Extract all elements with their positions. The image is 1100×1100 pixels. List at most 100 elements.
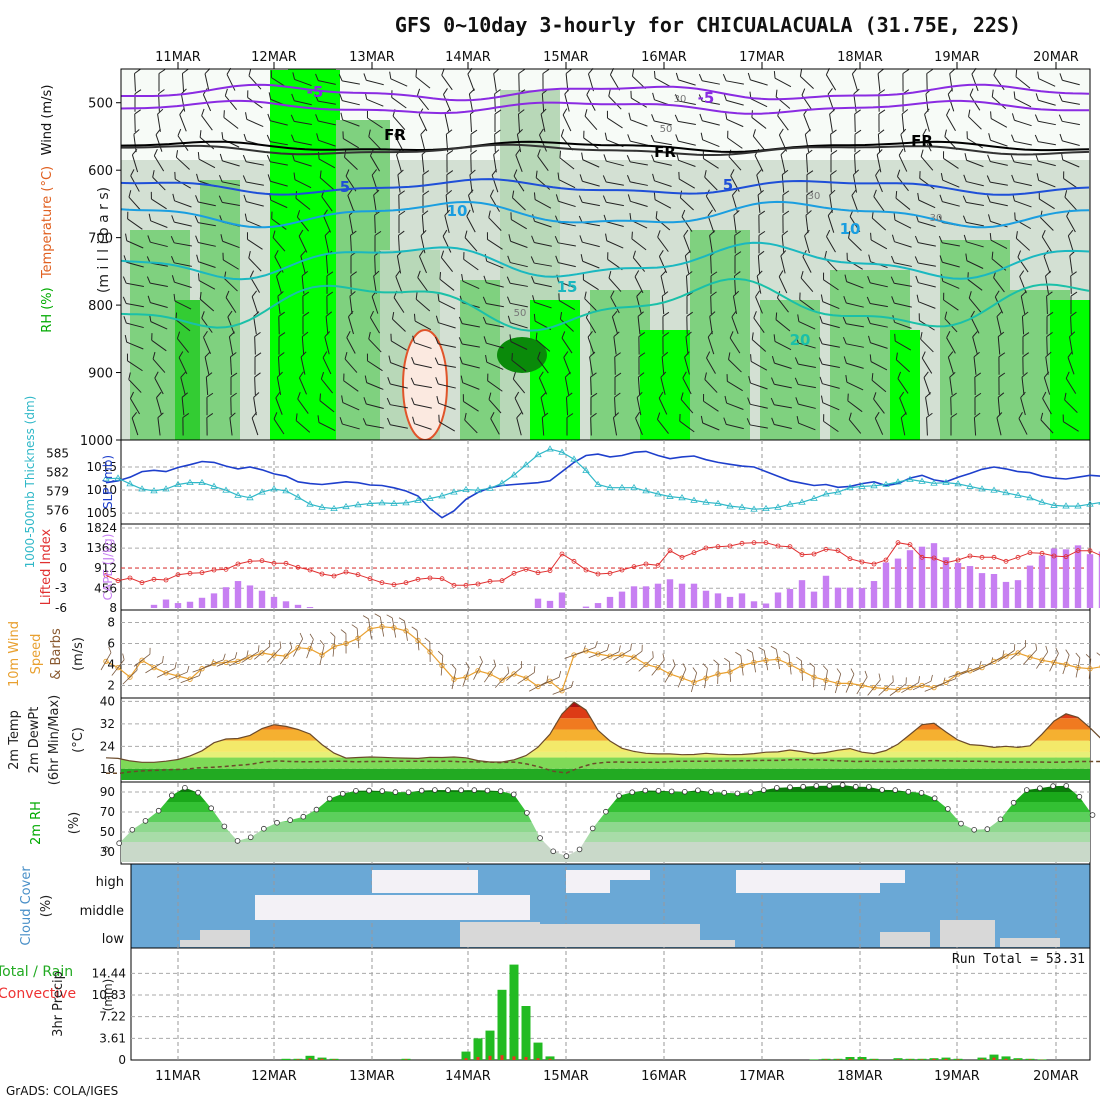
wind-barb — [462, 394, 479, 412]
cloud-low-block — [940, 920, 995, 947]
barb-flag — [1013, 644, 1016, 651]
barb-flag — [514, 391, 520, 399]
barb-flag — [1041, 229, 1046, 237]
thickness-marker — [774, 503, 782, 510]
barb-flag — [517, 128, 523, 135]
barb-flag — [854, 129, 862, 135]
wind-barb — [966, 131, 983, 149]
barb-staff — [150, 282, 168, 288]
barb-flag — [134, 109, 141, 115]
cape-bar — [978, 573, 986, 608]
barb-flag — [580, 254, 584, 262]
barb-staff — [630, 161, 648, 166]
wind-barb — [493, 149, 500, 173]
wind-speed-point — [295, 645, 301, 651]
rh-point — [866, 784, 872, 790]
barb-flag — [397, 169, 404, 176]
wind-barb — [1065, 371, 1077, 394]
surface-wind-barb — [254, 640, 271, 660]
barb-flag — [757, 189, 764, 196]
barb-flag — [998, 372, 1006, 378]
barb-staff — [936, 678, 956, 687]
cape-bar — [1086, 554, 1094, 608]
barb-flag — [563, 351, 569, 358]
barb-staff — [608, 95, 622, 110]
barb-flag — [278, 332, 286, 337]
barb-staff — [990, 181, 1008, 186]
barb-staff — [249, 276, 261, 293]
isotherm-line — [121, 83, 1090, 102]
rh-point — [708, 789, 714, 795]
wind-barb — [415, 291, 431, 312]
barb-staff — [374, 255, 376, 274]
wind-barb — [435, 315, 456, 329]
barb-flag — [515, 148, 521, 156]
barb-flag — [895, 352, 898, 360]
wind-barb — [921, 351, 933, 374]
barb-staff — [1039, 198, 1055, 210]
barb-flag — [949, 371, 956, 378]
barb-flag — [771, 417, 775, 425]
tick-label: 50 — [100, 825, 115, 839]
wind-barb — [990, 111, 1008, 128]
precip-bar — [461, 1051, 471, 1060]
barb-flag — [424, 637, 431, 643]
convective-bar — [548, 1058, 552, 1060]
barb-flag — [1046, 331, 1053, 337]
rh-point — [945, 806, 951, 812]
barb-staff — [561, 337, 573, 354]
barb-flag — [1015, 69, 1018, 77]
tick-label: 582 — [46, 466, 69, 480]
barb-staff — [181, 73, 185, 92]
barb-flag — [565, 68, 573, 74]
barb-flag — [220, 234, 224, 242]
barb-flag — [387, 377, 391, 385]
barb-staff — [1043, 377, 1051, 395]
barb-staff — [168, 671, 188, 681]
convective-bar — [896, 1059, 900, 1060]
barb-staff — [534, 282, 552, 288]
barb-staff — [534, 262, 552, 267]
barb-staff — [971, 73, 979, 92]
cape-bar — [738, 593, 746, 608]
barb-flag — [923, 371, 929, 378]
barb-flag — [746, 418, 751, 426]
barb-staff — [585, 317, 597, 334]
wind-barb — [538, 371, 548, 395]
barb-staff — [174, 300, 192, 310]
thickness-marker — [858, 482, 866, 489]
barb-staff — [822, 322, 840, 329]
thickness-marker — [678, 494, 686, 501]
barb-staff — [129, 398, 141, 415]
precip-bar — [509, 964, 519, 1060]
barb-staff — [682, 377, 692, 395]
barb-flag — [153, 148, 158, 156]
lifted-index-point — [871, 561, 877, 567]
barb-staff — [654, 77, 672, 88]
barb-flag — [613, 331, 620, 338]
barb-staff — [583, 279, 599, 291]
surface-wind-barb — [517, 666, 536, 685]
date-label-top: 16MAR — [641, 50, 687, 65]
thickness-marker — [558, 448, 566, 455]
barb-staff — [275, 397, 283, 415]
barb-flag — [535, 332, 538, 340]
barb-staff — [174, 242, 192, 247]
barb-staff — [564, 377, 570, 395]
barb-flag — [458, 337, 463, 345]
cape-bar — [1014, 580, 1022, 608]
cloud-axis-label: Cloud Cover — [19, 866, 34, 946]
wind-barb — [410, 377, 432, 389]
tick-label: 3.61 — [99, 1031, 126, 1045]
barb-staff — [1018, 418, 1028, 435]
barb-flag — [818, 357, 823, 365]
wind-barb — [242, 175, 264, 186]
thickness-marker — [762, 504, 770, 511]
surface-wind-barb — [690, 667, 698, 693]
barb-flag — [1065, 649, 1070, 656]
barb-flag — [797, 314, 800, 322]
barb-staff — [750, 424, 768, 429]
barb-flag — [388, 355, 392, 363]
barb-flag — [129, 391, 135, 399]
barb-staff — [414, 383, 432, 389]
